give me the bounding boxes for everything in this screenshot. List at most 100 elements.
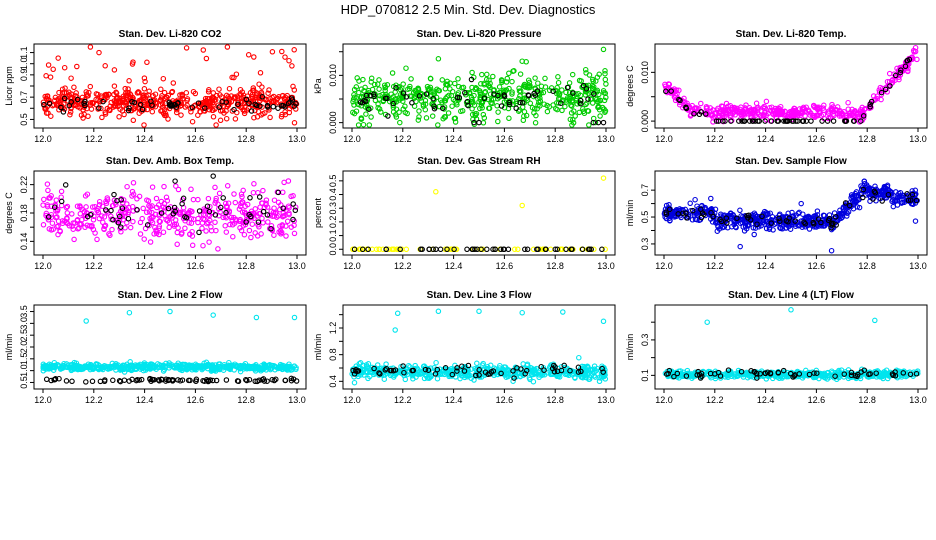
data-point: [252, 101, 258, 108]
y-tick-label: 0.18: [19, 204, 29, 222]
data-point: [259, 215, 265, 222]
data-point: [235, 99, 241, 105]
data-point: [255, 189, 261, 196]
data-point: [724, 224, 731, 231]
data-point: [220, 195, 226, 201]
data-point: [509, 78, 515, 85]
data-point: [73, 90, 79, 96]
panel-3: Stan. Dev. Li-820 Temp.12.0 12.2 12.4 12.6 1…: [625, 29, 928, 144]
data-point: [174, 241, 180, 248]
data-point: [787, 226, 794, 232]
data-point: [292, 207, 299, 214]
data-point: [264, 102, 271, 109]
data-point: [101, 214, 108, 220]
data-point: [195, 219, 201, 226]
data-point: [125, 107, 132, 114]
data-point: [591, 363, 598, 369]
data-point: [752, 118, 758, 124]
data-point: [189, 228, 195, 235]
data-point: [270, 98, 277, 105]
data-point: [576, 354, 582, 361]
data-point: [742, 220, 748, 226]
data-point: [431, 90, 437, 96]
data-point: [429, 369, 436, 376]
data-point: [179, 91, 185, 98]
data-point: [130, 191, 137, 198]
data-point: [355, 122, 362, 128]
data-point: [96, 105, 102, 111]
data-point: [390, 109, 397, 115]
data-point: [203, 55, 210, 62]
x-tick-label: 12.0: [34, 395, 52, 405]
data-point: [210, 173, 216, 179]
data-point: [490, 368, 497, 374]
data-point: [259, 200, 265, 206]
data-point: [145, 198, 152, 204]
data-point: [68, 75, 74, 81]
data-point: [868, 98, 875, 105]
data-point: [851, 200, 858, 206]
data-point: [243, 376, 249, 383]
data-point: [787, 370, 794, 377]
data-point: [486, 77, 492, 83]
data-point: [576, 77, 583, 84]
data-point: [141, 92, 147, 98]
data-point: [69, 211, 75, 217]
data-point: [365, 361, 372, 367]
data-point: [40, 202, 46, 208]
data-point: [564, 84, 571, 91]
data-point: [189, 118, 196, 125]
data-point: [582, 66, 589, 73]
data-point: [592, 95, 598, 102]
data-point: [838, 372, 845, 378]
data-point: [200, 47, 207, 53]
data-point: [713, 118, 720, 124]
data-point: [252, 206, 259, 212]
y-tick-label: 0.4: [328, 188, 338, 201]
x-tick-label: 12.8: [546, 395, 564, 405]
data-point: [290, 83, 296, 90]
data-point: [880, 186, 887, 192]
data-point: [427, 75, 434, 82]
data-point: [578, 374, 585, 380]
y-tick-label: 0.8: [328, 348, 338, 361]
data-point: [837, 107, 843, 114]
data-point: [749, 118, 756, 124]
data-point: [162, 363, 168, 370]
data-point: [737, 207, 743, 214]
data-point: [554, 373, 560, 380]
data-point: [177, 378, 184, 384]
data-point: [821, 102, 827, 109]
panel-title: Stan. Dev. Line 2 Flow: [118, 290, 223, 301]
data-point: [803, 220, 810, 226]
data-point: [690, 207, 696, 214]
data-point: [566, 80, 573, 86]
plot-frame: [654, 170, 928, 256]
data-point: [95, 366, 102, 372]
data-point: [70, 365, 76, 372]
data-point: [541, 367, 547, 373]
data-point: [102, 92, 108, 98]
data-point: [810, 219, 816, 226]
data-point: [415, 371, 422, 378]
data-point: [382, 367, 389, 373]
data-point: [717, 373, 724, 379]
data-point: [183, 90, 190, 96]
data-point: [160, 75, 167, 82]
data-point: [156, 223, 163, 230]
data-point: [521, 81, 528, 88]
data-point: [498, 103, 505, 109]
data-point: [418, 370, 424, 377]
x-tick-label: 13.0: [597, 395, 615, 405]
x-tick-label: 12.0: [34, 134, 52, 144]
data-point: [131, 99, 138, 106]
data-point: [67, 111, 73, 118]
x-tick-label: 12.6: [808, 261, 826, 271]
data-point: [275, 105, 281, 111]
data-point: [64, 203, 71, 210]
data-point: [877, 190, 884, 197]
data-point: [394, 310, 401, 317]
data-point: [166, 224, 172, 231]
data-point: [275, 189, 282, 196]
data-point: [234, 378, 241, 384]
